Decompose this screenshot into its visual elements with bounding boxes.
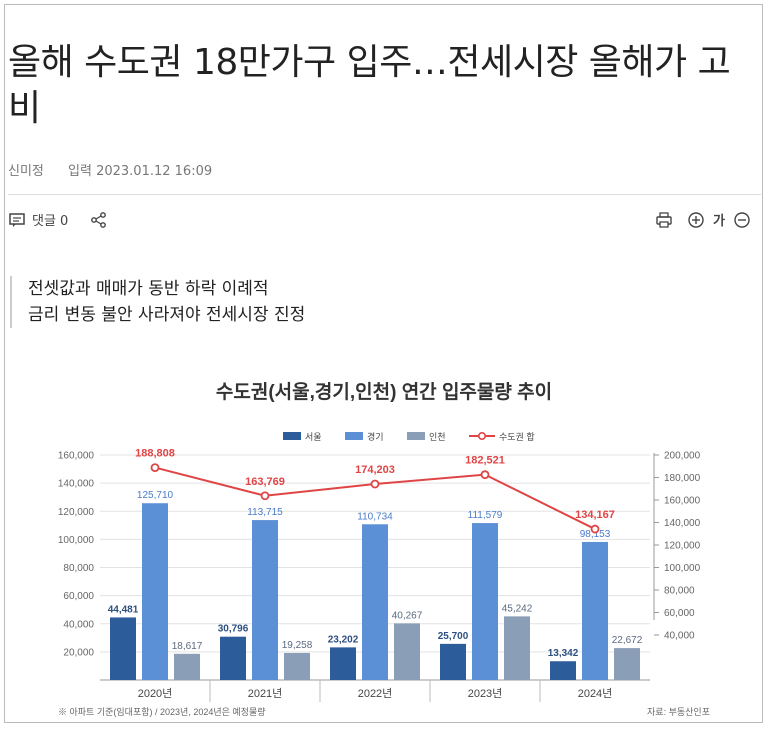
- data-label: 22,672: [612, 635, 643, 646]
- data-label: 44,481: [108, 604, 139, 615]
- x-tick-label: 2022년: [358, 687, 393, 700]
- data-label: 98,153: [580, 529, 611, 540]
- line-data-label: 163,769: [245, 476, 285, 488]
- data-label: 23,202: [328, 634, 359, 645]
- bar: [252, 520, 278, 680]
- line-point: [260, 491, 270, 501]
- line-data-label: 188,808: [135, 448, 175, 460]
- summary-line: 금리 변동 불안 사라져야 전세시장 진정: [28, 305, 306, 325]
- line-point: [150, 463, 160, 472]
- bar: [174, 653, 200, 680]
- legend-marker: [477, 432, 486, 441]
- author-name: 신미정: [8, 164, 44, 179]
- legend-swatch: [345, 432, 363, 440]
- data-label: 19,258: [282, 640, 313, 651]
- divider: [8, 194, 761, 195]
- publish-date: 입력 2023.01.12 16:09: [68, 164, 213, 179]
- bar: [550, 661, 576, 680]
- line-data-label: 134,167: [575, 509, 615, 521]
- right-tick-label: 200,000: [664, 451, 701, 462]
- chart-source: 자료: 부동산인포: [647, 707, 710, 717]
- data-label: 125,710: [137, 490, 174, 501]
- bar: [394, 623, 420, 680]
- x-tick-label: 2020년: [138, 687, 173, 700]
- bar: [440, 643, 466, 680]
- right-tick-label: 80,000: [664, 586, 695, 597]
- bar: [220, 636, 246, 680]
- article-title: 올해 수도권 18만가구 입주…전세시장 올해가 고비: [8, 42, 731, 130]
- left-tick-label: 120,000: [58, 507, 95, 518]
- legend-label: 수도권 합: [499, 431, 535, 442]
- right-tick-label: 40,000: [664, 631, 695, 642]
- bar: [472, 523, 498, 680]
- chart-title: 수도권(서울,경기,인천) 연간 입주물량 추이: [216, 381, 552, 403]
- zoom-in-icon[interactable]: [687, 211, 705, 229]
- comment-icon[interactable]: [8, 211, 26, 229]
- data-label: 45,242: [502, 603, 533, 614]
- right-tick-label: 140,000: [664, 518, 701, 529]
- comment-count[interactable]: 댓글 0: [32, 214, 69, 229]
- legend-swatch: [283, 432, 301, 440]
- legend-label: 서울: [305, 432, 322, 442]
- data-label: 113,715: [247, 507, 283, 518]
- zoom-out-icon[interactable]: [733, 211, 751, 229]
- bar: [582, 541, 608, 680]
- left-tick-label: 60,000: [63, 591, 94, 602]
- data-label: 30,796: [218, 624, 249, 635]
- left-tick-label: 40,000: [63, 619, 94, 630]
- right-tick-label: 120,000: [664, 541, 701, 552]
- article-toolbar: 댓글 0 가: [8, 210, 761, 236]
- line-point: [590, 524, 600, 534]
- data-label: 111,579: [468, 510, 503, 521]
- left-tick-label: 140,000: [58, 479, 95, 490]
- line-point: [370, 479, 380, 489]
- article-summary: 전셋값과 매매가 동반 하락 이례적 금리 변동 불안 사라져야 전세시장 진정: [10, 276, 305, 328]
- font-size-label: 가: [713, 214, 725, 229]
- right-tick-label: 180,000: [664, 473, 701, 484]
- right-tick-label: 60,000: [664, 608, 695, 619]
- bar: [362, 524, 388, 680]
- left-tick-label: 20,000: [63, 647, 94, 658]
- left-tick-label: 100,000: [58, 535, 95, 546]
- bar: [284, 652, 310, 680]
- legend-label: 인천: [429, 432, 446, 442]
- data-label: 18,617: [172, 641, 203, 652]
- legend-swatch: [407, 432, 425, 440]
- line-data-label: 174,203: [355, 464, 395, 476]
- summary-line: 전셋값과 매매가 동반 하락 이례적: [28, 279, 269, 299]
- legend-label: 경기: [367, 431, 384, 442]
- left-tick-label: 80,000: [63, 563, 94, 574]
- right-tick-label: 100,000: [664, 563, 701, 574]
- data-label: 25,700: [438, 631, 469, 642]
- chart-footnote: ※ 아파트 기준(임대포함) / 2023년, 2024년은 예정물량: [58, 706, 266, 717]
- bar: [614, 648, 640, 680]
- bar: [330, 647, 356, 680]
- print-icon[interactable]: [655, 211, 673, 229]
- data-label: 13,342: [548, 648, 579, 659]
- data-label: 110,734: [357, 511, 393, 522]
- bar: [110, 617, 136, 680]
- right-tick-label: 160,000: [664, 496, 701, 507]
- bar: [504, 616, 530, 680]
- x-tick-label: 2023년: [468, 687, 503, 700]
- x-tick-label: 2024년: [578, 687, 613, 700]
- line-data-label: 182,521: [465, 455, 505, 467]
- line-point: [480, 470, 490, 480]
- left-tick-label: 160,000: [58, 451, 95, 462]
- x-tick-label: 2021년: [248, 687, 283, 700]
- article-meta: 신미정 입력 2023.01.12 16:09: [8, 160, 212, 179]
- bar: [142, 503, 168, 680]
- share-icon[interactable]: [90, 211, 108, 229]
- data-label: 40,267: [392, 610, 423, 621]
